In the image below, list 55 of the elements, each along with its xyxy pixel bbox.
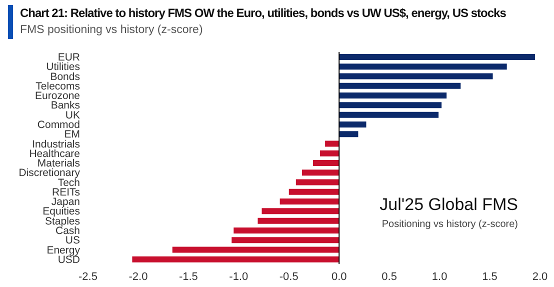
y-tick-label: US: [65, 234, 80, 247]
y-tick-label: Discretionary: [18, 167, 81, 180]
bar: [339, 121, 366, 128]
bar: [280, 198, 340, 205]
bar: [296, 179, 340, 186]
x-tick-label: -0.5: [279, 270, 298, 283]
x-tick-label: 1.5: [482, 270, 498, 283]
bar: [312, 160, 340, 166]
x-tick-label: 0.5: [382, 270, 397, 283]
bar: [339, 73, 493, 80]
annotation: Positioning vs history (z-score): [382, 219, 518, 230]
x-tick-label: 2.0: [532, 270, 548, 283]
bar: [339, 54, 535, 60]
y-tick-label: REITs: [52, 186, 80, 198]
y-tick-label: Materials: [37, 158, 80, 170]
bar: [288, 188, 340, 195]
chart-title: Chart 21: Relative to history FMS OW the Euro, utilities, bonds vs UW US$, energy, US stocks: [20, 6, 506, 20]
y-tick-label: Healthcare: [29, 148, 80, 160]
bar: [339, 102, 442, 108]
y-tick-label: Commod: [37, 119, 80, 131]
bar: [258, 218, 340, 224]
y-tick-label: Industrials: [32, 138, 80, 150]
y-tick-label: EM: [64, 128, 80, 141]
bar: [339, 82, 461, 89]
y-tick-label: Equities: [42, 206, 80, 218]
y-tick-label: Japan: [51, 196, 80, 208]
bar: [262, 208, 340, 214]
annotation: Jul'25 Global FMS: [380, 195, 518, 215]
bar: [172, 246, 340, 253]
bar: [339, 131, 358, 138]
y-tick-label: Tech: [58, 176, 80, 189]
bar: [302, 170, 340, 176]
bar: [339, 92, 447, 99]
bar: [234, 227, 340, 234]
y-tick-label: Staples: [44, 215, 80, 228]
bar: [339, 112, 439, 118]
x-tick-label: -1.5: [178, 270, 198, 283]
y-tick-label: Energy: [46, 244, 81, 256]
x-tick-label: 0.0: [331, 270, 347, 283]
x-tick-label: -2.5: [78, 270, 98, 283]
chart-subtitle: FMS positioning vs history (z-score): [20, 24, 203, 36]
y-tick-label: Telecoms: [36, 80, 80, 92]
y-tick-label: UK: [65, 109, 80, 122]
x-tick-label: -1.0: [229, 270, 248, 283]
bar: [232, 237, 340, 244]
y-tick-label: Cash: [55, 225, 80, 237]
bar: [325, 140, 340, 147]
bar: [320, 150, 340, 156]
bar: [339, 64, 507, 70]
y-tick-label: Utilities: [46, 61, 80, 74]
y-tick-label: Banks: [50, 100, 80, 112]
x-tick-label: 1.0: [432, 270, 448, 283]
y-tick-label: Bonds: [50, 70, 80, 83]
bar: [132, 256, 340, 262]
x-tick-label: -2.0: [128, 270, 148, 283]
